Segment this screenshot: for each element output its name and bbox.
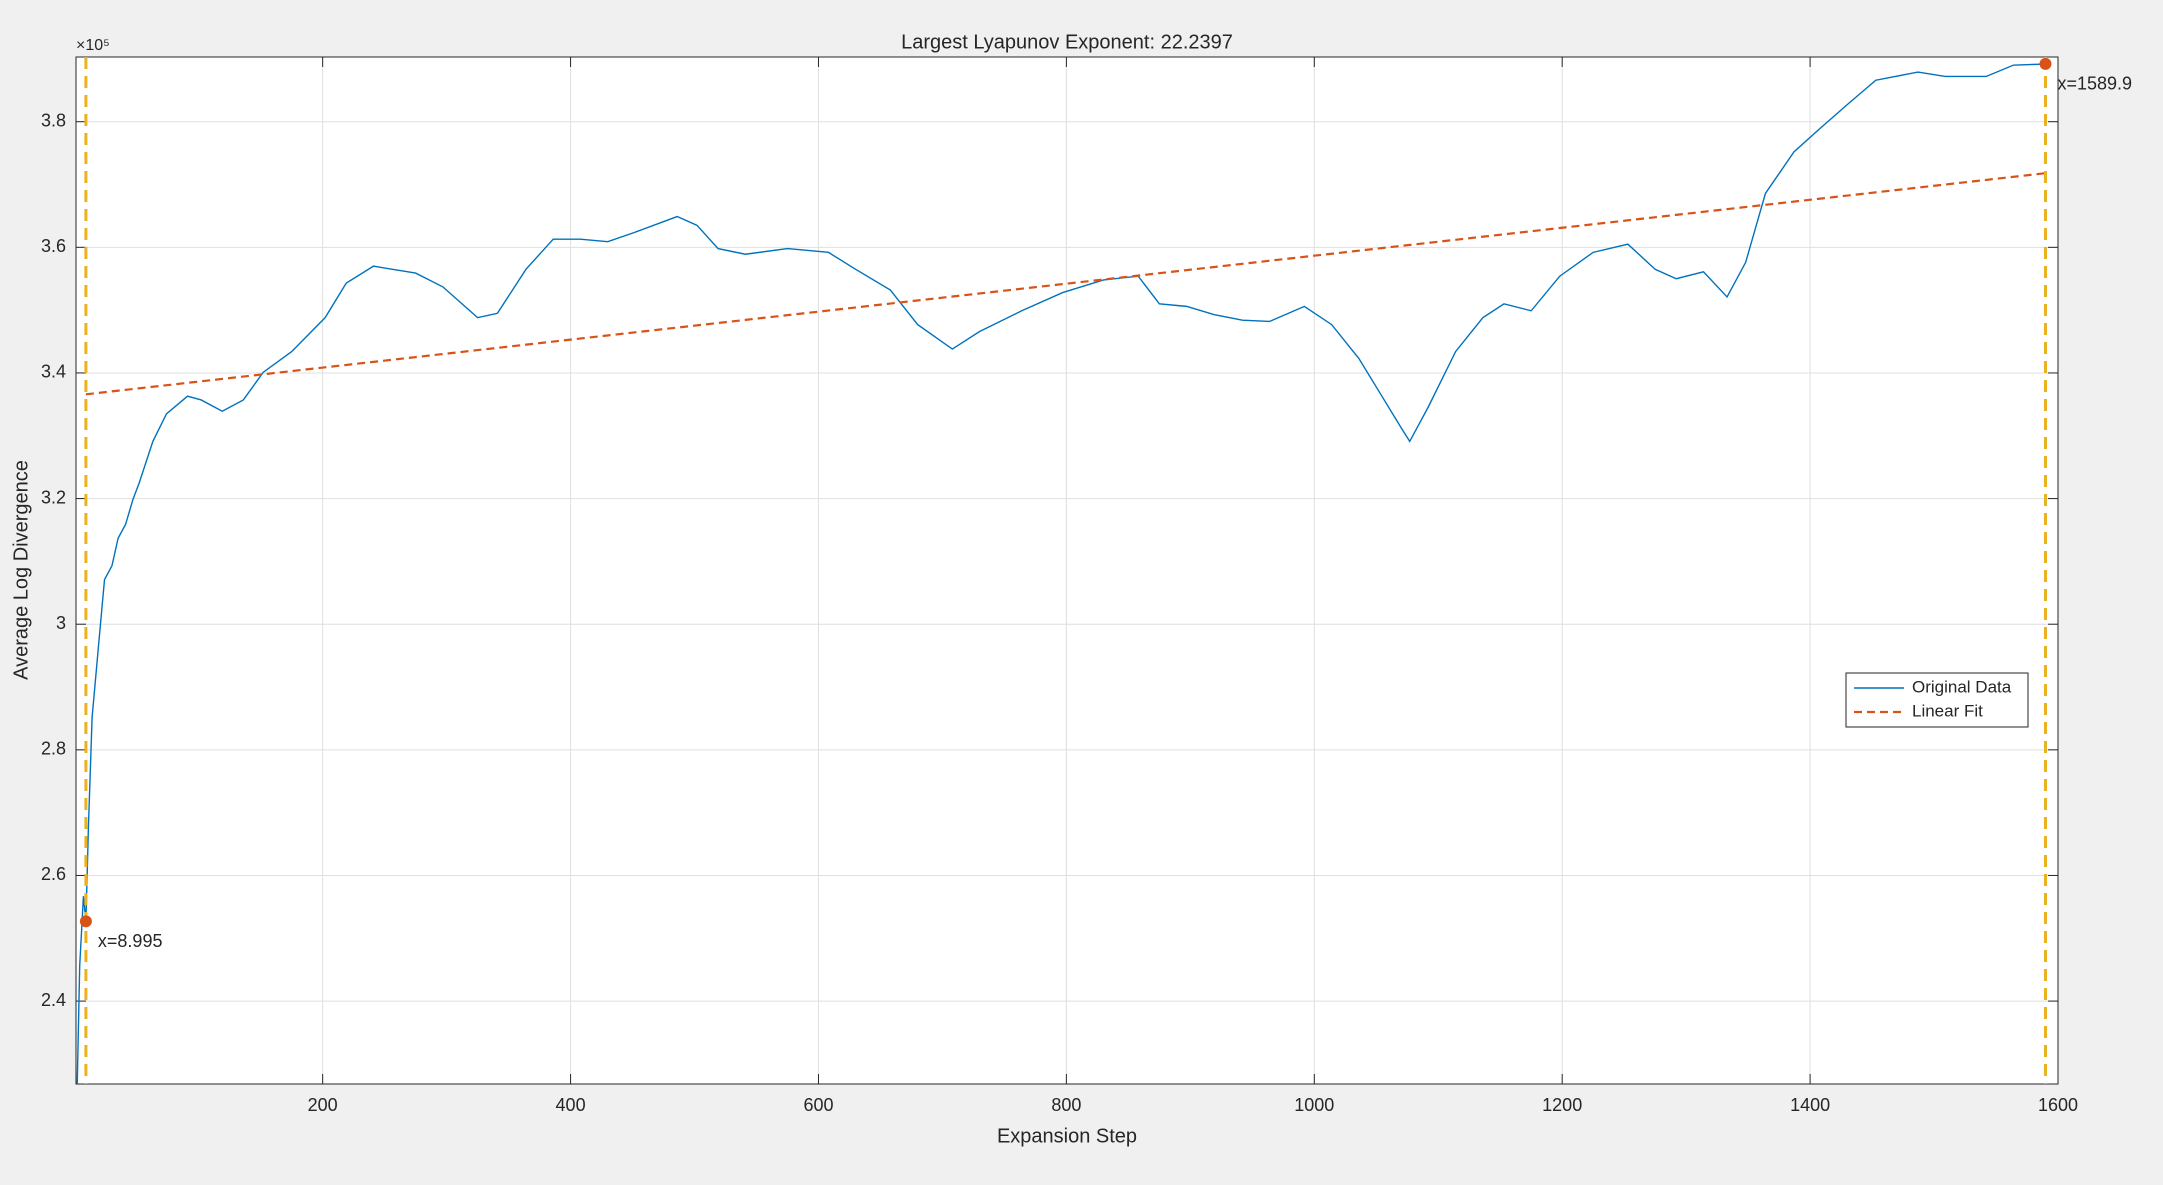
x-tick-label: 200	[308, 1095, 338, 1115]
x-tick-label: 400	[556, 1095, 586, 1115]
x-tick-label: 1400	[1790, 1095, 1830, 1115]
axes-box	[75, 56, 2059, 1085]
x-axis-label: Expansion Step	[997, 1125, 1137, 1147]
plot-area	[76, 57, 2058, 1084]
y-tick-label: 3.8	[41, 110, 66, 130]
legend-label: Original Data	[1912, 677, 2012, 696]
data-line	[76, 63, 2049, 1085]
x-tick-label: 1600	[2038, 1095, 2078, 1115]
y-axis-label: Average Log Divergence	[10, 460, 32, 680]
x-tick-label: 1200	[1542, 1095, 1582, 1115]
cursor-label: x=8.995	[98, 931, 163, 951]
y-tick-label: 2.6	[41, 864, 66, 884]
chart-title: Largest Lyapunov Exponent: 22.2397	[901, 31, 1233, 53]
y-tick-label: 2.4	[41, 990, 66, 1010]
y-tick-label: 2.8	[41, 739, 66, 759]
y-tick-label: 3.6	[41, 236, 66, 256]
cursor-label: x=1589.9	[2057, 74, 2132, 94]
x-tick-label: 1000	[1294, 1095, 1334, 1115]
x-tick-label: 800	[1051, 1095, 1081, 1115]
x-tick-label: 600	[803, 1095, 833, 1115]
data-line	[85, 172, 2046, 396]
cursor-marker	[2039, 57, 2052, 70]
y-tick-label: 3	[56, 613, 66, 633]
cursor-marker	[79, 915, 92, 928]
legend-box	[1845, 672, 2029, 728]
legend: Original Data Linear Fit	[1845, 672, 2029, 728]
y-tick-label: 3.4	[41, 362, 66, 382]
y-exponent-label: ×10⁵	[76, 37, 110, 54]
legend-label: Linear Fit	[1912, 701, 1983, 720]
y-tick-label: 3.2	[41, 487, 66, 507]
